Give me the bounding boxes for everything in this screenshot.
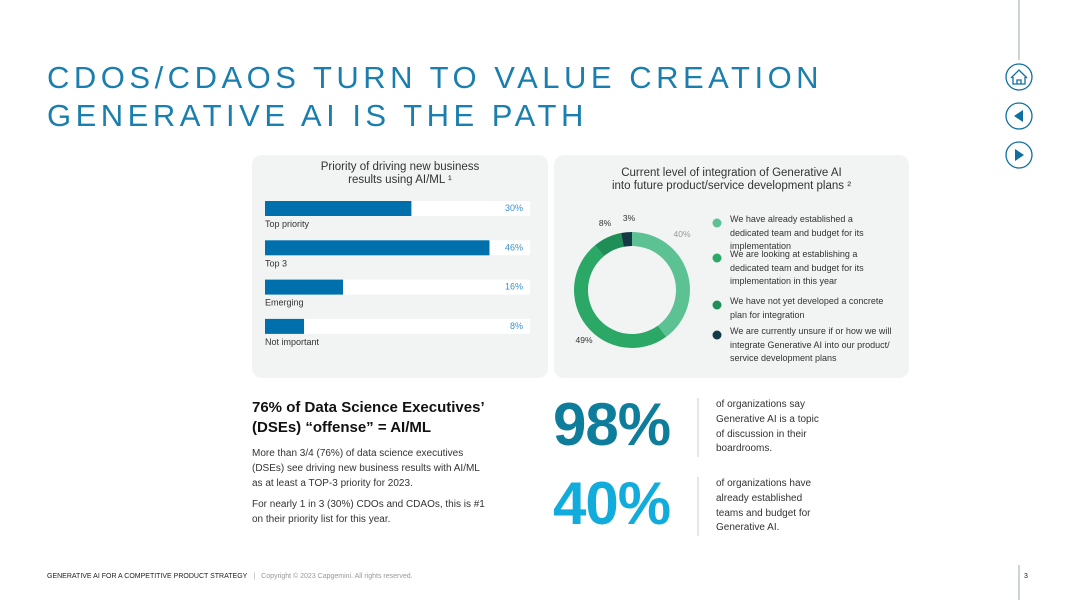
value-label: 49% <box>575 335 592 345</box>
back-button[interactable] <box>1005 102 1033 130</box>
page-number: 3 <box>1024 573 1028 580</box>
paragraph-line: For nearly 1 in 3 (30%) CDOs and CDAOs, … <box>252 499 485 510</box>
stat-text: of organizations have already established… <box>716 477 811 536</box>
footer-separator: | <box>253 573 256 580</box>
title-line: GENERATIVE AI IS THE PATH <box>47 98 588 133</box>
stat-line: of discussion in their <box>716 428 807 440</box>
stat-line: Generative AI. <box>716 522 780 534</box>
insight-body: More than 3/4 (76%) of data science exec… <box>252 446 485 533</box>
stat-figure: 98% <box>553 391 671 458</box>
stat-text: of organizations say Generative AI is a t… <box>716 398 819 457</box>
footer-copyright: Copyright © 2023 Capgemini. All rights r… <box>261 573 413 580</box>
bar-panel <box>252 155 548 378</box>
bar-chart-title: Priority of driving new business results … <box>252 161 548 187</box>
paragraph-line: on their priority list for this year. <box>252 514 391 525</box>
stat-line: teams and budget for <box>716 507 811 519</box>
title-line: into future product/service development … <box>611 180 852 192</box>
value-label: 8% <box>510 321 523 331</box>
bar <box>265 318 305 334</box>
donut-segment <box>621 232 632 247</box>
paragraph-line: as at least a TOP-3 priority for 2023. <box>252 478 413 489</box>
donut-segment <box>595 233 624 257</box>
stat-line: Generative AI is a topic <box>716 413 819 425</box>
bar <box>265 201 412 216</box>
donut-segment <box>632 232 691 337</box>
category-label: Not important <box>265 337 320 347</box>
title-line: results using AI/ML ¹ <box>348 174 452 186</box>
value-label: 3% <box>623 213 636 223</box>
category-label: Emerging <box>265 298 304 308</box>
stat-figure: 40% <box>553 470 671 537</box>
legend-label: We have already established a dedicated … <box>730 214 864 251</box>
heading-line: (DSEs) “offense” = AI/ML <box>252 419 432 436</box>
bar-track <box>265 318 530 334</box>
stat-line: boardrooms. <box>716 443 773 455</box>
legend-marker <box>712 300 722 310</box>
paragraph: More than 3/4 (76%) of data science exec… <box>252 446 485 491</box>
title-line: CDOS/CDAOS TURN TO VALUE CREATION <box>47 60 824 95</box>
home-button[interactable] <box>1005 63 1033 91</box>
stat-line: of organizations say <box>716 399 805 410</box>
stat-line: of organizations have <box>716 478 812 489</box>
legend-label: We are looking at establishing a dedicat… <box>730 249 864 286</box>
legend-marker <box>712 253 722 263</box>
value-label: 46% <box>505 242 523 252</box>
category-label: Top priority <box>265 219 310 229</box>
legend-label: We are currently unsure if or how we wil… <box>730 326 892 363</box>
value-label: 16% <box>505 282 523 292</box>
heading-line: 76% of Data Science Executives’ <box>252 399 485 416</box>
category-label: Top 3 <box>265 258 287 268</box>
legend-label: We have not yet developed a concrete pla… <box>730 296 884 320</box>
insight-heading: 76% of Data Science Executives’ (DSEs) “o… <box>252 398 485 438</box>
legend-marker <box>712 218 722 228</box>
value-label: 30% <box>505 203 523 213</box>
paragraph-line: (DSEs) see driving new business results … <box>252 463 480 474</box>
donut-chart-title: Current level of integration of Generati… <box>554 167 909 193</box>
forward-button[interactable] <box>1005 141 1033 169</box>
title-line: Current level of integration of Generati… <box>621 167 842 179</box>
donut-segment <box>574 245 667 348</box>
paragraph: For nearly 1 in 3 (30%) CDOs and CDAOs, … <box>252 497 485 527</box>
title-line: Priority of driving new business <box>320 161 480 173</box>
legend-marker <box>712 330 722 340</box>
paragraph-line: More than 3/4 (76%) of data science exec… <box>252 448 464 459</box>
value-label: 40% <box>673 229 690 239</box>
bar <box>265 240 490 256</box>
stat-line: already established <box>716 492 803 504</box>
footer-title: GENERATIVE AI FOR A COMPETITIVE PRODUCT … <box>47 573 248 580</box>
bar <box>265 279 344 295</box>
value-label: 8% <box>599 218 612 228</box>
footer: GENERATIVE AI FOR A COMPETITIVE PRODUCT … <box>47 573 413 580</box>
